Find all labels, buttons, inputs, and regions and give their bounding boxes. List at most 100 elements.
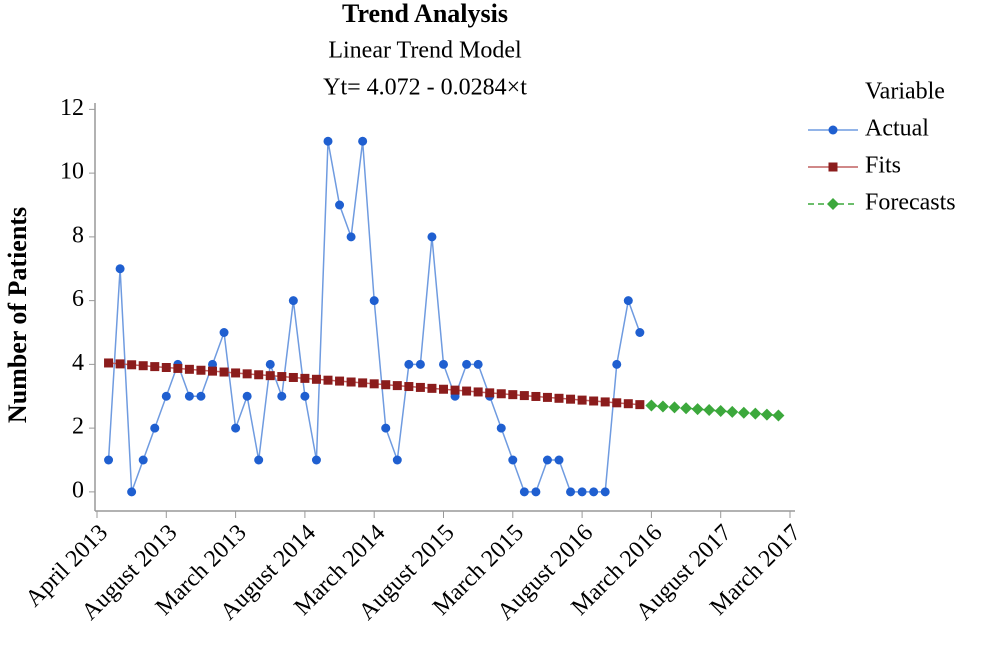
point — [635, 328, 645, 337]
point — [381, 423, 391, 433]
point — [115, 359, 125, 369]
point — [231, 368, 241, 378]
point — [369, 379, 379, 389]
point — [300, 373, 310, 383]
point — [150, 362, 160, 372]
point — [277, 372, 287, 382]
point — [115, 264, 125, 274]
point — [531, 487, 541, 497]
point — [381, 380, 391, 390]
point — [358, 378, 368, 388]
point — [196, 365, 206, 375]
point — [404, 359, 414, 369]
point — [104, 358, 114, 368]
point — [566, 487, 576, 497]
point — [496, 423, 506, 433]
point — [184, 391, 194, 401]
legend-label: Actual — [865, 116, 929, 142]
point — [358, 136, 368, 146]
y-tick-label: 2 — [72, 414, 84, 440]
point — [519, 487, 529, 497]
point — [184, 364, 194, 374]
point — [450, 385, 460, 395]
point — [542, 392, 552, 402]
point — [589, 396, 599, 406]
legend-label: Fits — [865, 153, 901, 179]
point — [138, 361, 148, 371]
point — [656, 400, 669, 413]
point — [196, 391, 206, 401]
point — [346, 377, 356, 387]
point — [427, 383, 437, 393]
point — [577, 487, 587, 497]
y-tick-label: 6 — [72, 286, 84, 312]
point — [369, 296, 379, 306]
point — [254, 370, 264, 380]
point — [231, 423, 241, 433]
point — [635, 400, 645, 410]
point — [485, 388, 495, 398]
point — [265, 359, 275, 369]
point — [554, 393, 564, 403]
point — [714, 404, 727, 417]
point — [554, 455, 564, 465]
point — [519, 391, 529, 401]
point — [173, 363, 183, 373]
point — [335, 200, 345, 210]
legend-marker — [828, 125, 838, 135]
legend-marker — [827, 198, 839, 210]
point — [737, 406, 750, 419]
point — [311, 455, 321, 465]
point — [150, 423, 160, 433]
point — [668, 401, 681, 414]
point — [612, 398, 622, 408]
point — [680, 402, 693, 415]
point — [311, 374, 321, 384]
point — [462, 386, 472, 396]
point — [439, 384, 448, 394]
point — [462, 359, 472, 369]
point — [300, 391, 310, 401]
point — [323, 136, 333, 146]
point — [531, 391, 541, 401]
chart-subtitle: Linear Trend Model — [328, 38, 522, 64]
point — [346, 232, 356, 242]
point — [623, 399, 633, 409]
legend-marker — [828, 162, 838, 172]
y-tick-label: 0 — [72, 477, 84, 503]
point — [104, 455, 114, 465]
point — [760, 408, 773, 421]
point — [392, 455, 402, 465]
equation: Yt= 4.072 - 0.0284×t — [323, 75, 527, 101]
point — [508, 390, 518, 400]
point — [288, 372, 298, 382]
point — [208, 359, 217, 369]
point — [623, 296, 633, 306]
point — [691, 403, 704, 416]
y-tick-label: 10 — [60, 159, 84, 185]
y-tick-label: 4 — [72, 350, 84, 376]
point — [772, 409, 785, 422]
legend-title: Variable — [865, 79, 945, 105]
point — [277, 391, 287, 401]
chart-title: Trend Analysis — [342, 0, 508, 28]
point — [600, 487, 610, 497]
point — [242, 391, 252, 401]
y-tick-label: 12 — [60, 95, 84, 121]
point — [496, 389, 506, 399]
point — [335, 376, 345, 386]
point — [589, 487, 599, 497]
point — [219, 328, 229, 337]
point — [265, 371, 275, 381]
point — [323, 375, 333, 385]
point — [566, 394, 576, 404]
point — [161, 391, 171, 401]
point — [208, 366, 217, 376]
series-line — [107, 141, 641, 493]
point — [254, 455, 264, 465]
point — [161, 362, 171, 372]
point — [726, 405, 739, 418]
point — [219, 367, 229, 377]
y-tick-label: 8 — [72, 222, 84, 248]
